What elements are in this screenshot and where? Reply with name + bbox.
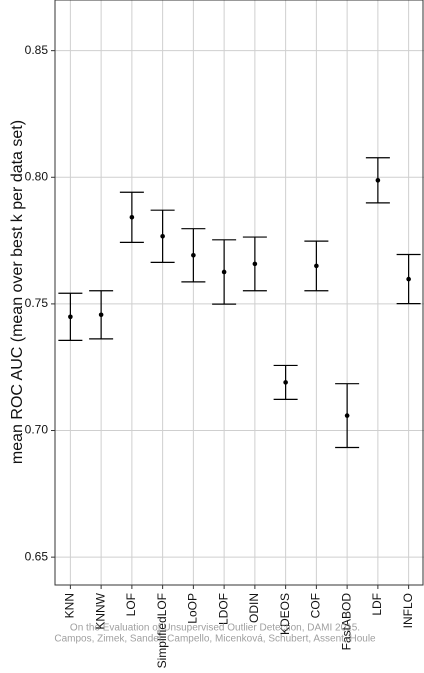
y-tick-label: 0.70 <box>25 423 49 437</box>
point <box>406 276 411 282</box>
x-tick-label: ODIN <box>247 593 261 623</box>
x-tick-label: KDEOS <box>278 593 292 635</box>
x-tick-label: FastABOD <box>339 593 353 651</box>
x-tick-label: KNNW <box>93 592 107 629</box>
point <box>375 178 381 183</box>
x-tick-label: KNN <box>63 593 77 618</box>
y-axis-label: mean ROC AUC (mean over best k per data … <box>9 120 26 464</box>
y-tick-label: 0.80 <box>25 169 49 183</box>
x-tick-label: SimplifiedLOF <box>155 593 169 668</box>
watermark: On the Evaluation of Unsupervised Outlie… <box>70 623 360 634</box>
point <box>160 233 165 239</box>
point <box>221 269 227 275</box>
x-tick-label: LDOF <box>216 593 230 625</box>
x-tick-label: INFLO <box>401 593 415 628</box>
point <box>68 314 73 320</box>
x-tick-label: LoOP <box>186 593 200 624</box>
point <box>283 380 288 385</box>
point <box>129 214 135 220</box>
y-tick-label: 0.65 <box>25 549 49 563</box>
x-tick-label: LOF <box>124 593 138 616</box>
point <box>252 261 258 267</box>
y-tick-label: 0.75 <box>25 296 49 310</box>
plot-border <box>54 0 424 586</box>
point <box>314 263 319 269</box>
y-tick-label: 0.85 <box>25 43 49 57</box>
point <box>344 413 350 418</box>
watermark: Campos, Zimek, Sander, Campello, Micenko… <box>54 634 376 645</box>
point <box>191 252 196 258</box>
x-tick-label: LDF <box>370 593 384 616</box>
x-tick-label: COF <box>309 593 323 618</box>
point <box>98 312 104 318</box>
